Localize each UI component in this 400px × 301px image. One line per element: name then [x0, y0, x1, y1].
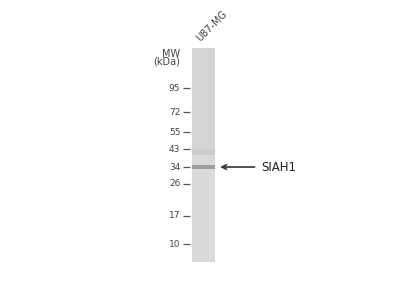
Text: 10: 10	[169, 240, 180, 249]
Text: 55: 55	[169, 128, 180, 137]
Bar	[192, 155, 215, 262]
Text: 72: 72	[169, 108, 180, 117]
Text: MW: MW	[162, 49, 180, 59]
Text: U87-MG: U87-MG	[195, 8, 230, 43]
Text: 95: 95	[169, 84, 180, 93]
Text: SIAH1: SIAH1	[261, 160, 296, 173]
Bar	[192, 165, 215, 169]
Text: 17: 17	[169, 211, 180, 220]
Text: (kDa): (kDa)	[154, 57, 180, 67]
Text: 43: 43	[169, 145, 180, 154]
Bar	[192, 48, 215, 262]
Bar	[192, 149, 215, 156]
Text: 26: 26	[169, 179, 180, 188]
Text: 34: 34	[169, 163, 180, 172]
